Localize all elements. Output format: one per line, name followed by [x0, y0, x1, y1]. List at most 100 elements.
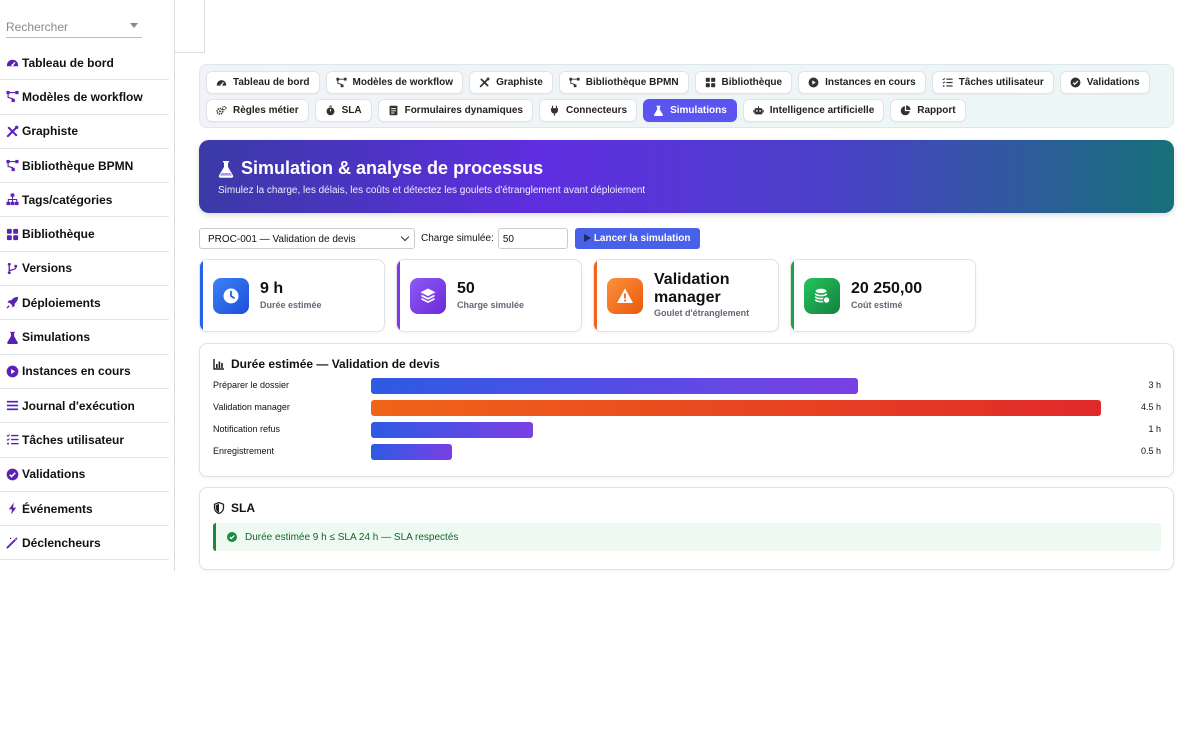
bar-track: [371, 444, 1101, 460]
sla-panel: SLA Durée estimée 9 h ≤ SLA 24 h — SLA r…: [199, 487, 1174, 570]
sidebar-item-12[interactable]: Validations: [0, 458, 169, 492]
kpi-card-0: 9 h Durée estimée: [199, 259, 385, 332]
sidebar-item-5[interactable]: Bibliothèque: [0, 217, 169, 252]
tab-row1-5[interactable]: Instances en cours: [798, 71, 926, 94]
page-subtitle: Simulez la charge, les délais, les coûts…: [218, 185, 646, 196]
sidebar-search-box: [174, 0, 205, 53]
tab-row-1: Tableau de bord Modèles de workflow Graphi…: [206, 71, 1150, 94]
sidebar-item-3[interactable]: Bibliothèque BPMN: [0, 149, 169, 184]
bar-row: Préparer le dossier 3 h: [213, 378, 1161, 394]
bar-value-label: 0.5 h: [1140, 446, 1161, 456]
tab-row2-4[interactable]: Simulations: [643, 99, 737, 122]
run-simulation-button[interactable]: Lancer la simulation: [574, 227, 700, 249]
sitemap-icon: [6, 193, 19, 206]
sidebar-item-6[interactable]: Versions: [0, 252, 169, 287]
pie-icon: [900, 105, 911, 116]
tab-row1-3[interactable]: Bibliothèque BPMN: [558, 71, 689, 94]
kpi-icon-box: [607, 278, 643, 314]
kpi-value: Validation manager: [654, 271, 730, 306]
sidebar-item-label: Événements: [22, 501, 93, 516]
bar: [371, 400, 1101, 416]
kpi-icon-box: [213, 278, 249, 314]
kpi-value: 9 h: [260, 280, 284, 297]
flask-icon: [218, 160, 234, 178]
tab-row1-6[interactable]: Tâches utilisateur: [931, 71, 1054, 94]
bar: [371, 444, 452, 460]
kpi-label: Coût estimé: [851, 300, 903, 310]
bar-category-label: Notification refus: [213, 424, 281, 434]
kpi-label: Charge simulée: [457, 300, 525, 310]
page-header: Simulation & analyse de processus Simule…: [199, 140, 1174, 213]
bar: [371, 378, 858, 394]
tab-label: Graphiste: [496, 77, 543, 88]
kpi-accent: [791, 260, 794, 331]
sidebar-search[interactable]: Rechercher: [6, 14, 142, 38]
workflow-icon: [6, 159, 19, 172]
tab-label: Validations: [1086, 77, 1140, 88]
tab-label: Règles métier: [233, 105, 299, 116]
bar: [371, 422, 533, 438]
tab-label: Formulaires dynamiques: [404, 105, 523, 116]
plug-icon: [549, 105, 560, 116]
tab-label: Connecteurs: [565, 105, 628, 116]
sidebar-item-1[interactable]: Modèles de workflow: [0, 80, 169, 115]
sla-title: SLA: [231, 501, 255, 515]
kpi-label: Durée estimée: [260, 300, 322, 310]
page-title: Simulation & analyse de processus: [241, 158, 544, 178]
sidebar-item-label: Modèles de workflow: [22, 89, 143, 104]
play-circle-icon: [808, 77, 819, 88]
gauge-icon: [216, 77, 227, 88]
kpi-card-1: 50 Charge simulée: [396, 259, 582, 332]
tab-row2-6[interactable]: Rapport: [890, 99, 966, 122]
tab-row1-2[interactable]: Graphiste: [469, 71, 553, 94]
tab-row1-4[interactable]: Bibliothèque: [694, 71, 793, 94]
tab-label: Tableau de bord: [233, 77, 310, 88]
clock-icon: [222, 287, 240, 305]
sidebar-item-0[interactable]: Tableau de bord: [0, 46, 169, 81]
tab-row2-1[interactable]: SLA: [314, 99, 372, 122]
bar-track: [371, 400, 1101, 416]
sidebar-item-2[interactable]: Graphiste: [0, 115, 169, 149]
shield-icon: [213, 502, 225, 514]
sidebar-item-13[interactable]: Événements: [0, 492, 169, 527]
grid-icon: [6, 228, 19, 241]
tab-label: Instances en cours: [825, 77, 916, 88]
sidebar-item-label: Déploiements: [22, 295, 101, 310]
sidebar-item-label: Bibliothèque: [22, 227, 95, 242]
bar-value-label: 3 h: [1148, 380, 1161, 390]
bar-row: Enregistrement 0.5 h: [213, 444, 1161, 460]
chevron-down-icon: [130, 23, 138, 28]
tab-label: Modèles de workflow: [352, 77, 454, 88]
form-icon: [388, 105, 399, 116]
tab-row2-0[interactable]: Règles métier: [206, 99, 309, 122]
tab-label: Bibliothèque BPMN: [585, 77, 679, 88]
kpi-card-2: Validation manager Goulet d'étranglement: [593, 259, 779, 332]
warning-icon: [616, 287, 634, 305]
sidebar-item-label: Journal d'exécution: [22, 398, 135, 413]
tasks-icon: [942, 77, 953, 88]
sidebar-item-11[interactable]: Tâches utilisateur: [0, 423, 169, 458]
load-input[interactable]: 50: [497, 227, 568, 249]
tab-row2-2[interactable]: Formulaires dynamiques: [377, 99, 533, 122]
tab-row2-5[interactable]: Intelligence artificielle: [742, 99, 885, 122]
sidebar-item-4[interactable]: Tags/catégories: [0, 183, 169, 218]
workflow-icon: [6, 90, 19, 103]
tab-row1-0[interactable]: Tableau de bord: [206, 71, 320, 94]
sidebar-item-7[interactable]: Déploiements: [0, 286, 169, 321]
sidebar-item-label: Bibliothèque BPMN: [22, 158, 134, 173]
tab-row1-1[interactable]: Modèles de workflow: [325, 71, 464, 94]
kpi-accent: [594, 260, 597, 331]
sidebar-item-14[interactable]: Déclencheurs: [0, 526, 169, 561]
list-icon: [6, 399, 19, 412]
kpi-accent: [200, 260, 203, 331]
tab-row2-3[interactable]: Connecteurs: [538, 99, 638, 122]
layers-icon: [419, 287, 437, 305]
sidebar-item-8[interactable]: Simulations: [0, 320, 169, 355]
sidebar-item-10[interactable]: Journal d'exécution: [0, 389, 169, 424]
bar-category-label: Préparer le dossier: [213, 380, 290, 390]
check-circle-icon: [227, 532, 237, 542]
kpi-value: 50: [457, 280, 475, 297]
sidebar-item-9[interactable]: Instances en cours: [0, 355, 169, 389]
tab-row1-7[interactable]: Validations: [1059, 71, 1150, 94]
process-select[interactable]: PROC-001 — Validation de devis: [199, 227, 415, 249]
